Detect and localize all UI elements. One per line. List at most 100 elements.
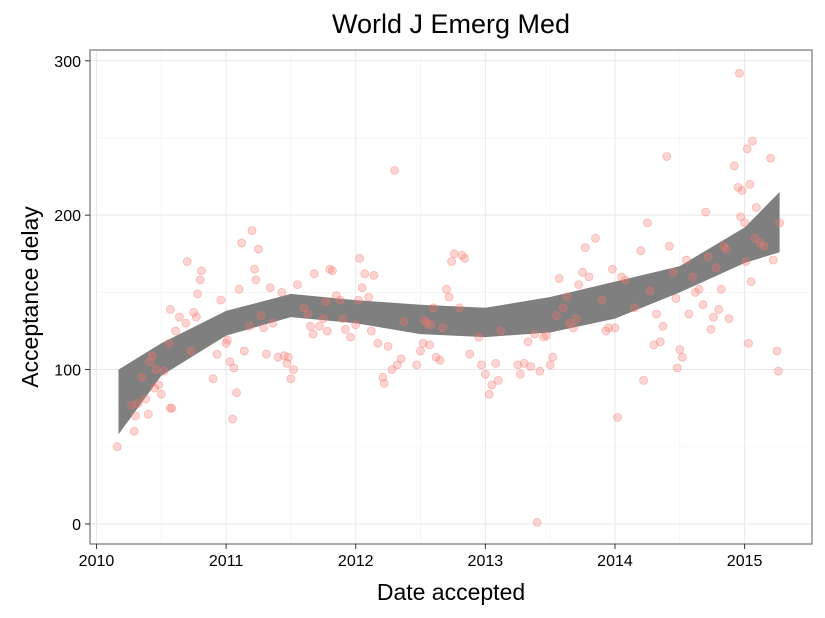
- data-point: [254, 244, 263, 254]
- smooth-confidence-band: [118, 192, 780, 435]
- data-point: [318, 314, 328, 324]
- data-point: [565, 318, 574, 328]
- data-point: [251, 275, 261, 285]
- data-point: [268, 318, 278, 328]
- data-point: [314, 321, 324, 331]
- data-point: [195, 275, 205, 285]
- data-point: [364, 292, 374, 302]
- data-point: [480, 369, 490, 379]
- data-point: [678, 352, 687, 362]
- data-point: [681, 255, 691, 265]
- data-point: [487, 380, 497, 390]
- data-point: [690, 287, 700, 297]
- data-point: [580, 243, 590, 253]
- data-point: [137, 372, 147, 382]
- data-point: [746, 277, 756, 287]
- data-point: [703, 252, 713, 262]
- data-point: [558, 303, 568, 313]
- x-tick-label: 2014: [597, 553, 633, 570]
- data-point: [159, 366, 169, 376]
- x-tick-label: 2011: [209, 553, 244, 570]
- data-point: [639, 375, 648, 385]
- data-point: [658, 321, 668, 331]
- data-point: [668, 267, 678, 277]
- data-point: [355, 253, 365, 263]
- data-point: [750, 233, 760, 243]
- smooth-band-group: [118, 192, 780, 435]
- data-point: [698, 300, 708, 310]
- data-point: [147, 351, 157, 361]
- data-point: [530, 329, 539, 339]
- data-point: [643, 218, 652, 228]
- data-point: [751, 203, 761, 212]
- data-point: [164, 338, 174, 348]
- data-point: [412, 360, 422, 370]
- data-point: [484, 389, 494, 399]
- data-point: [724, 314, 734, 324]
- data-point: [701, 207, 711, 217]
- data-point: [112, 442, 122, 452]
- data-point: [127, 400, 136, 410]
- x-tick-label: 2013: [468, 553, 504, 570]
- data-point: [383, 341, 393, 351]
- data-point: [740, 218, 749, 228]
- data-point: [237, 238, 247, 248]
- chart-title: World J Emerg Med: [332, 9, 570, 39]
- data-point: [286, 374, 296, 384]
- data-point: [151, 365, 161, 375]
- data-point: [419, 315, 429, 325]
- y-axis-title: Acceptance delay: [17, 206, 43, 388]
- data-point: [675, 345, 685, 354]
- data-point: [457, 250, 467, 260]
- data-point: [745, 179, 755, 189]
- data-point: [620, 275, 630, 285]
- data-point: [182, 257, 192, 266]
- data-point: [513, 360, 523, 370]
- data-point: [396, 354, 406, 364]
- data-point: [327, 266, 337, 276]
- data-point: [422, 318, 432, 328]
- data-point: [282, 358, 292, 368]
- data-point: [755, 238, 765, 248]
- data-point: [244, 321, 254, 331]
- data-point: [645, 286, 655, 296]
- x-tick-label: 2010: [79, 553, 115, 570]
- data-point: [662, 152, 672, 161]
- data-point: [688, 272, 698, 282]
- data-point: [630, 303, 639, 313]
- data-point: [604, 323, 613, 333]
- data-point: [373, 338, 383, 348]
- data-point: [141, 394, 151, 404]
- data-point: [742, 144, 752, 154]
- data-point: [154, 380, 164, 390]
- data-point: [719, 241, 729, 251]
- data-point: [366, 326, 376, 336]
- data-point: [279, 351, 289, 361]
- data-point: [744, 338, 753, 348]
- data-point: [239, 346, 249, 356]
- data-point: [519, 358, 529, 368]
- data-point: [548, 352, 558, 362]
- data-point: [601, 326, 611, 336]
- y-axis: 0 100 200 300: [54, 54, 90, 534]
- data-point: [515, 369, 525, 379]
- data-point: [186, 346, 196, 356]
- data-point: [733, 182, 743, 192]
- plot-panel-border: [89, 49, 813, 545]
- data-point: [608, 264, 617, 274]
- data-point: [216, 295, 226, 305]
- data-point: [191, 312, 201, 322]
- data-point: [256, 311, 266, 320]
- data-point: [649, 340, 659, 350]
- data-point: [309, 269, 319, 279]
- data-point: [535, 366, 545, 376]
- data-point: [133, 399, 143, 408]
- data-point: [523, 337, 533, 347]
- data-point: [181, 318, 191, 328]
- data-point: [532, 518, 542, 527]
- data-point: [234, 284, 244, 294]
- data-point: [449, 249, 459, 259]
- data-point: [222, 335, 232, 345]
- data-point: [335, 295, 345, 305]
